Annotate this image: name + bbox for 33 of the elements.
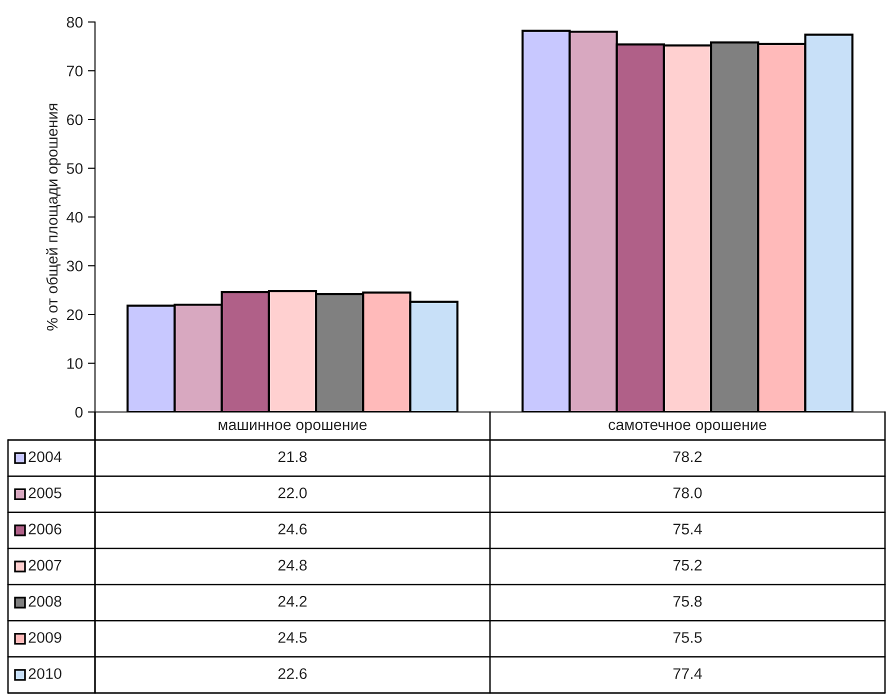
data-label: 75.5 <box>673 632 702 643</box>
data-label: 24.5 <box>278 632 307 643</box>
data-label: 22.0 <box>278 487 307 498</box>
y-tick-label: 60 <box>66 114 83 126</box>
data-label: 75.8 <box>673 596 702 607</box>
y-tick-label: 10 <box>67 358 83 369</box>
data-label: 21.8 <box>278 451 307 462</box>
data-label: 24.6 <box>278 524 307 534</box>
legend-label: 2004 <box>28 451 62 462</box>
y-tick-label: 0 <box>75 406 83 418</box>
legend-label: 2010 <box>28 668 62 680</box>
data-label: 78.0 <box>673 487 702 498</box>
y-tick-label: 70 <box>66 66 83 76</box>
data-label: 24.8 <box>278 560 307 571</box>
data-label: 77.4 <box>673 668 702 679</box>
y-tick-label: 80 <box>66 16 83 28</box>
legend-label: 2009 <box>28 632 62 643</box>
y-tick-label: 50 <box>66 163 83 174</box>
y-axis-title: % от общей площади орошения <box>46 104 61 331</box>
y-tick-label: 30 <box>66 260 83 272</box>
data-label: 22.6 <box>278 668 307 680</box>
legend-label: 2006 <box>28 524 62 534</box>
x-tick-label: машинное орошение <box>218 422 367 434</box>
data-label: 75.2 <box>673 560 702 571</box>
legend-label: 2008 <box>28 596 62 607</box>
data-label: 24.2 <box>278 596 307 607</box>
y-tick-label: 40 <box>66 212 83 223</box>
x-tick-label: самотечное орошение <box>608 422 766 434</box>
data-label: 78.2 <box>673 451 702 462</box>
data-label: 75.4 <box>673 524 702 534</box>
legend-label: 2005 <box>28 487 62 498</box>
legend-label: 2007 <box>28 560 62 571</box>
y-tick-label: 20 <box>66 309 83 320</box>
